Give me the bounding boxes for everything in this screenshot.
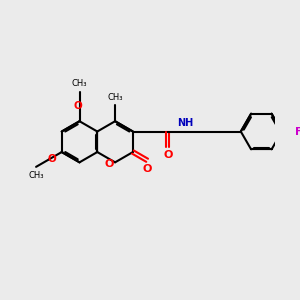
Text: O: O (74, 101, 82, 111)
Text: CH₃: CH₃ (72, 79, 87, 88)
Text: O: O (163, 150, 172, 160)
Text: NH: NH (177, 118, 194, 128)
Text: O: O (47, 154, 56, 164)
Text: O: O (142, 164, 152, 174)
Text: CH₃: CH₃ (107, 93, 123, 102)
Text: F: F (295, 127, 300, 136)
Text: CH₃: CH₃ (28, 171, 44, 180)
Text: O: O (104, 159, 114, 169)
